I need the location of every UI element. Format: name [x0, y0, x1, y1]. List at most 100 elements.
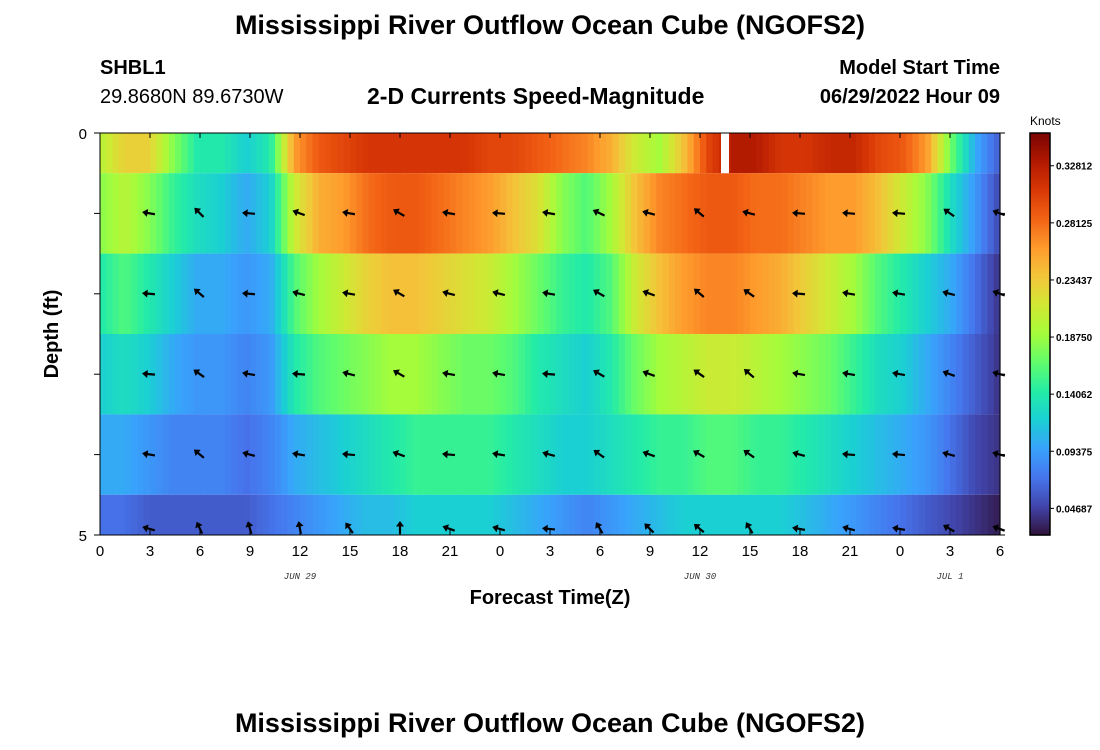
heatmap-cell	[600, 334, 607, 415]
heatmap-cell	[568, 253, 576, 334]
heatmap-cell	[825, 253, 832, 334]
heatmap-cell	[712, 173, 720, 254]
heatmap-cell	[350, 494, 357, 535]
current-vector	[743, 369, 755, 379]
heatmap-cell	[618, 494, 626, 535]
heatmap-cell	[962, 494, 970, 535]
current-vector-head	[292, 208, 300, 217]
heatmap-cell	[412, 414, 420, 495]
heatmap-cell	[531, 494, 539, 535]
heatmap-cell	[606, 414, 614, 495]
heatmap-cell	[956, 133, 964, 174]
current-vector	[792, 369, 806, 378]
current-vector-head	[992, 524, 1000, 532]
colorbar-swatch	[1030, 429, 1050, 433]
heatmap-cell	[981, 133, 989, 174]
heatmap-cell	[550, 494, 557, 535]
heatmap-cell	[981, 414, 989, 495]
x-tick-label: 21	[442, 543, 459, 560]
heatmap-cell	[662, 494, 670, 535]
heatmap-cell	[156, 494, 164, 535]
heatmap-cell	[962, 133, 970, 174]
colorbar-swatch	[1030, 366, 1050, 370]
heatmap-cell	[731, 253, 739, 334]
heatmap-cell	[925, 173, 932, 254]
heatmap-cell	[262, 414, 270, 495]
colorbar-swatch	[1030, 504, 1050, 508]
colorbar-swatch	[1030, 426, 1050, 431]
heatmap-cell	[962, 253, 970, 334]
current-vector-head	[492, 209, 498, 218]
heatmap-cell	[993, 494, 1001, 535]
heatmap-cell	[906, 414, 914, 495]
current-vector-head	[842, 524, 849, 533]
heatmap-cell	[562, 494, 570, 535]
heatmap-cell	[318, 494, 326, 535]
colorbar-swatch	[1030, 524, 1050, 529]
colorbar-swatch	[1030, 409, 1050, 413]
heatmap-cell	[850, 133, 857, 174]
current-vector	[842, 450, 856, 459]
heatmap-cell	[281, 334, 289, 415]
heatmap-cell	[743, 133, 751, 174]
colorbar-swatch	[1030, 155, 1050, 159]
colorbar-swatch	[1030, 195, 1050, 199]
colorbar-swatch	[1030, 419, 1050, 423]
heatmap-cell	[175, 253, 182, 334]
heatmap-cell	[318, 253, 326, 334]
colorbar-swatch	[1030, 273, 1050, 277]
heatmap-cell	[512, 334, 520, 415]
heatmap-cell	[237, 414, 245, 495]
heatmap-cell	[500, 494, 507, 535]
current-vector	[142, 450, 156, 459]
heatmap-cell	[381, 133, 389, 174]
colorbar-swatch	[1030, 148, 1050, 152]
heatmap-cell	[362, 133, 370, 174]
heatmap-cell	[706, 173, 714, 254]
current-vector-head	[292, 450, 299, 459]
current-vector	[593, 369, 605, 378]
heatmap-cell	[400, 334, 407, 415]
heatmap-cell	[931, 253, 939, 334]
heatmap-cell	[275, 494, 282, 535]
heatmap-cell	[431, 414, 439, 495]
heatmap-cell	[987, 133, 995, 174]
x-tick-label: 18	[392, 543, 409, 560]
heatmap-cell	[956, 334, 964, 415]
heatmap-cell	[468, 133, 476, 174]
heatmap-cell	[587, 334, 595, 415]
colorbar-swatch	[1030, 328, 1050, 333]
heatmap-cell	[137, 334, 145, 415]
heatmap-cell	[650, 414, 657, 495]
colorbar-unit: Knots	[1030, 114, 1061, 128]
heatmap-cell	[775, 414, 782, 495]
heatmap-cell	[656, 334, 664, 415]
heatmap-cell	[175, 173, 182, 254]
heatmap-cell	[187, 173, 195, 254]
heatmap-cell	[218, 334, 226, 415]
heatmap-cell	[437, 253, 445, 334]
colorbar-swatch	[1030, 160, 1050, 164]
heatmap-cell	[118, 494, 126, 535]
colorbar: 0.32812 0.28125 0.23437 0.18750 0.14062 0.093…	[1029, 132, 1093, 536]
colorbar-tick-label: 0.32812	[1056, 162, 1093, 173]
current-vector	[892, 369, 906, 378]
chart-title: Mississippi River Outflow Ocean Cube (NG…	[234, 10, 866, 40]
colorbar-swatch	[1030, 519, 1050, 524]
heatmap-cell	[506, 414, 514, 495]
heatmap-cell	[362, 414, 370, 495]
missing-data-gap	[721, 133, 729, 174]
colorbar-swatch	[1030, 384, 1050, 388]
heatmap-cell	[456, 494, 464, 535]
heatmap-cell	[256, 133, 264, 174]
heatmap-cell	[725, 334, 732, 415]
colorbar-swatch	[1030, 268, 1050, 272]
current-vector-head	[242, 289, 248, 298]
heatmap-cell	[425, 253, 432, 334]
heatmap-cell	[487, 173, 495, 254]
heatmap-cell	[512, 494, 520, 535]
heatmap-cell	[406, 334, 414, 415]
heatmap-cell	[912, 334, 920, 415]
colorbar-tick-label: 0.09375	[1056, 447, 1093, 458]
heatmap-cell	[981, 334, 989, 415]
